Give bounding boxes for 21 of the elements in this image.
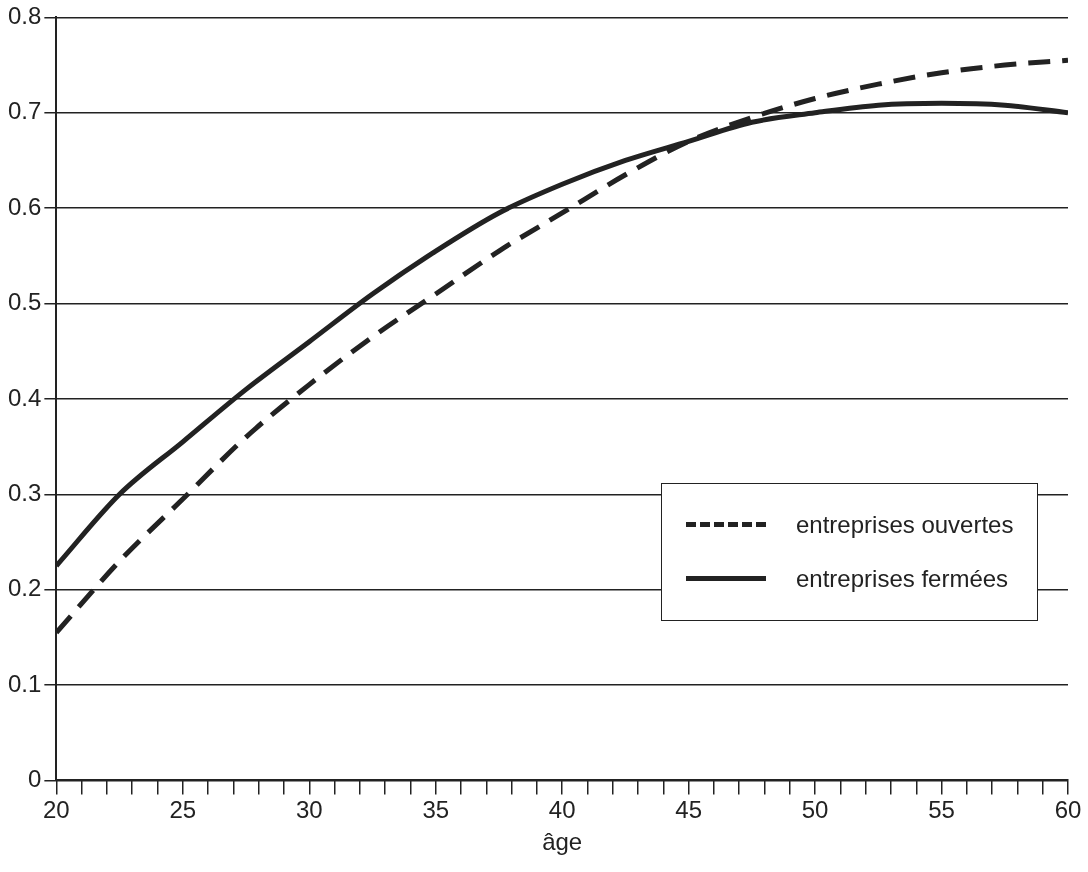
y-tick-label: 0.8 <box>7 2 42 30</box>
y-tick-label: 0.3 <box>7 478 42 506</box>
y-tick-label: 0.2 <box>7 574 42 602</box>
legend-label: entreprises fermées <box>796 564 1009 593</box>
legend-label: entreprises ouvertes <box>796 510 1014 539</box>
x-axis-title: âge <box>542 828 583 856</box>
x-tick-label: 25 <box>169 796 197 824</box>
y-tick-label: 0.5 <box>7 288 42 316</box>
y-tick-label: 0 <box>28 765 42 793</box>
x-tick-label: 30 <box>295 796 323 824</box>
y-tick-label: 0.6 <box>7 192 42 220</box>
x-tick-label: 35 <box>422 796 450 824</box>
y-tick-label: 0.1 <box>7 669 42 697</box>
x-tick-label: 55 <box>928 796 955 824</box>
x-tick-label: 20 <box>43 796 70 824</box>
x-tick-label: 45 <box>675 796 702 824</box>
x-tick-label: 50 <box>801 796 829 824</box>
x-tick-label: 40 <box>548 796 576 824</box>
x-tick-label: 60 <box>1054 796 1082 824</box>
y-tick-label: 0.7 <box>7 97 42 125</box>
y-tick-label: 0.4 <box>7 383 42 411</box>
